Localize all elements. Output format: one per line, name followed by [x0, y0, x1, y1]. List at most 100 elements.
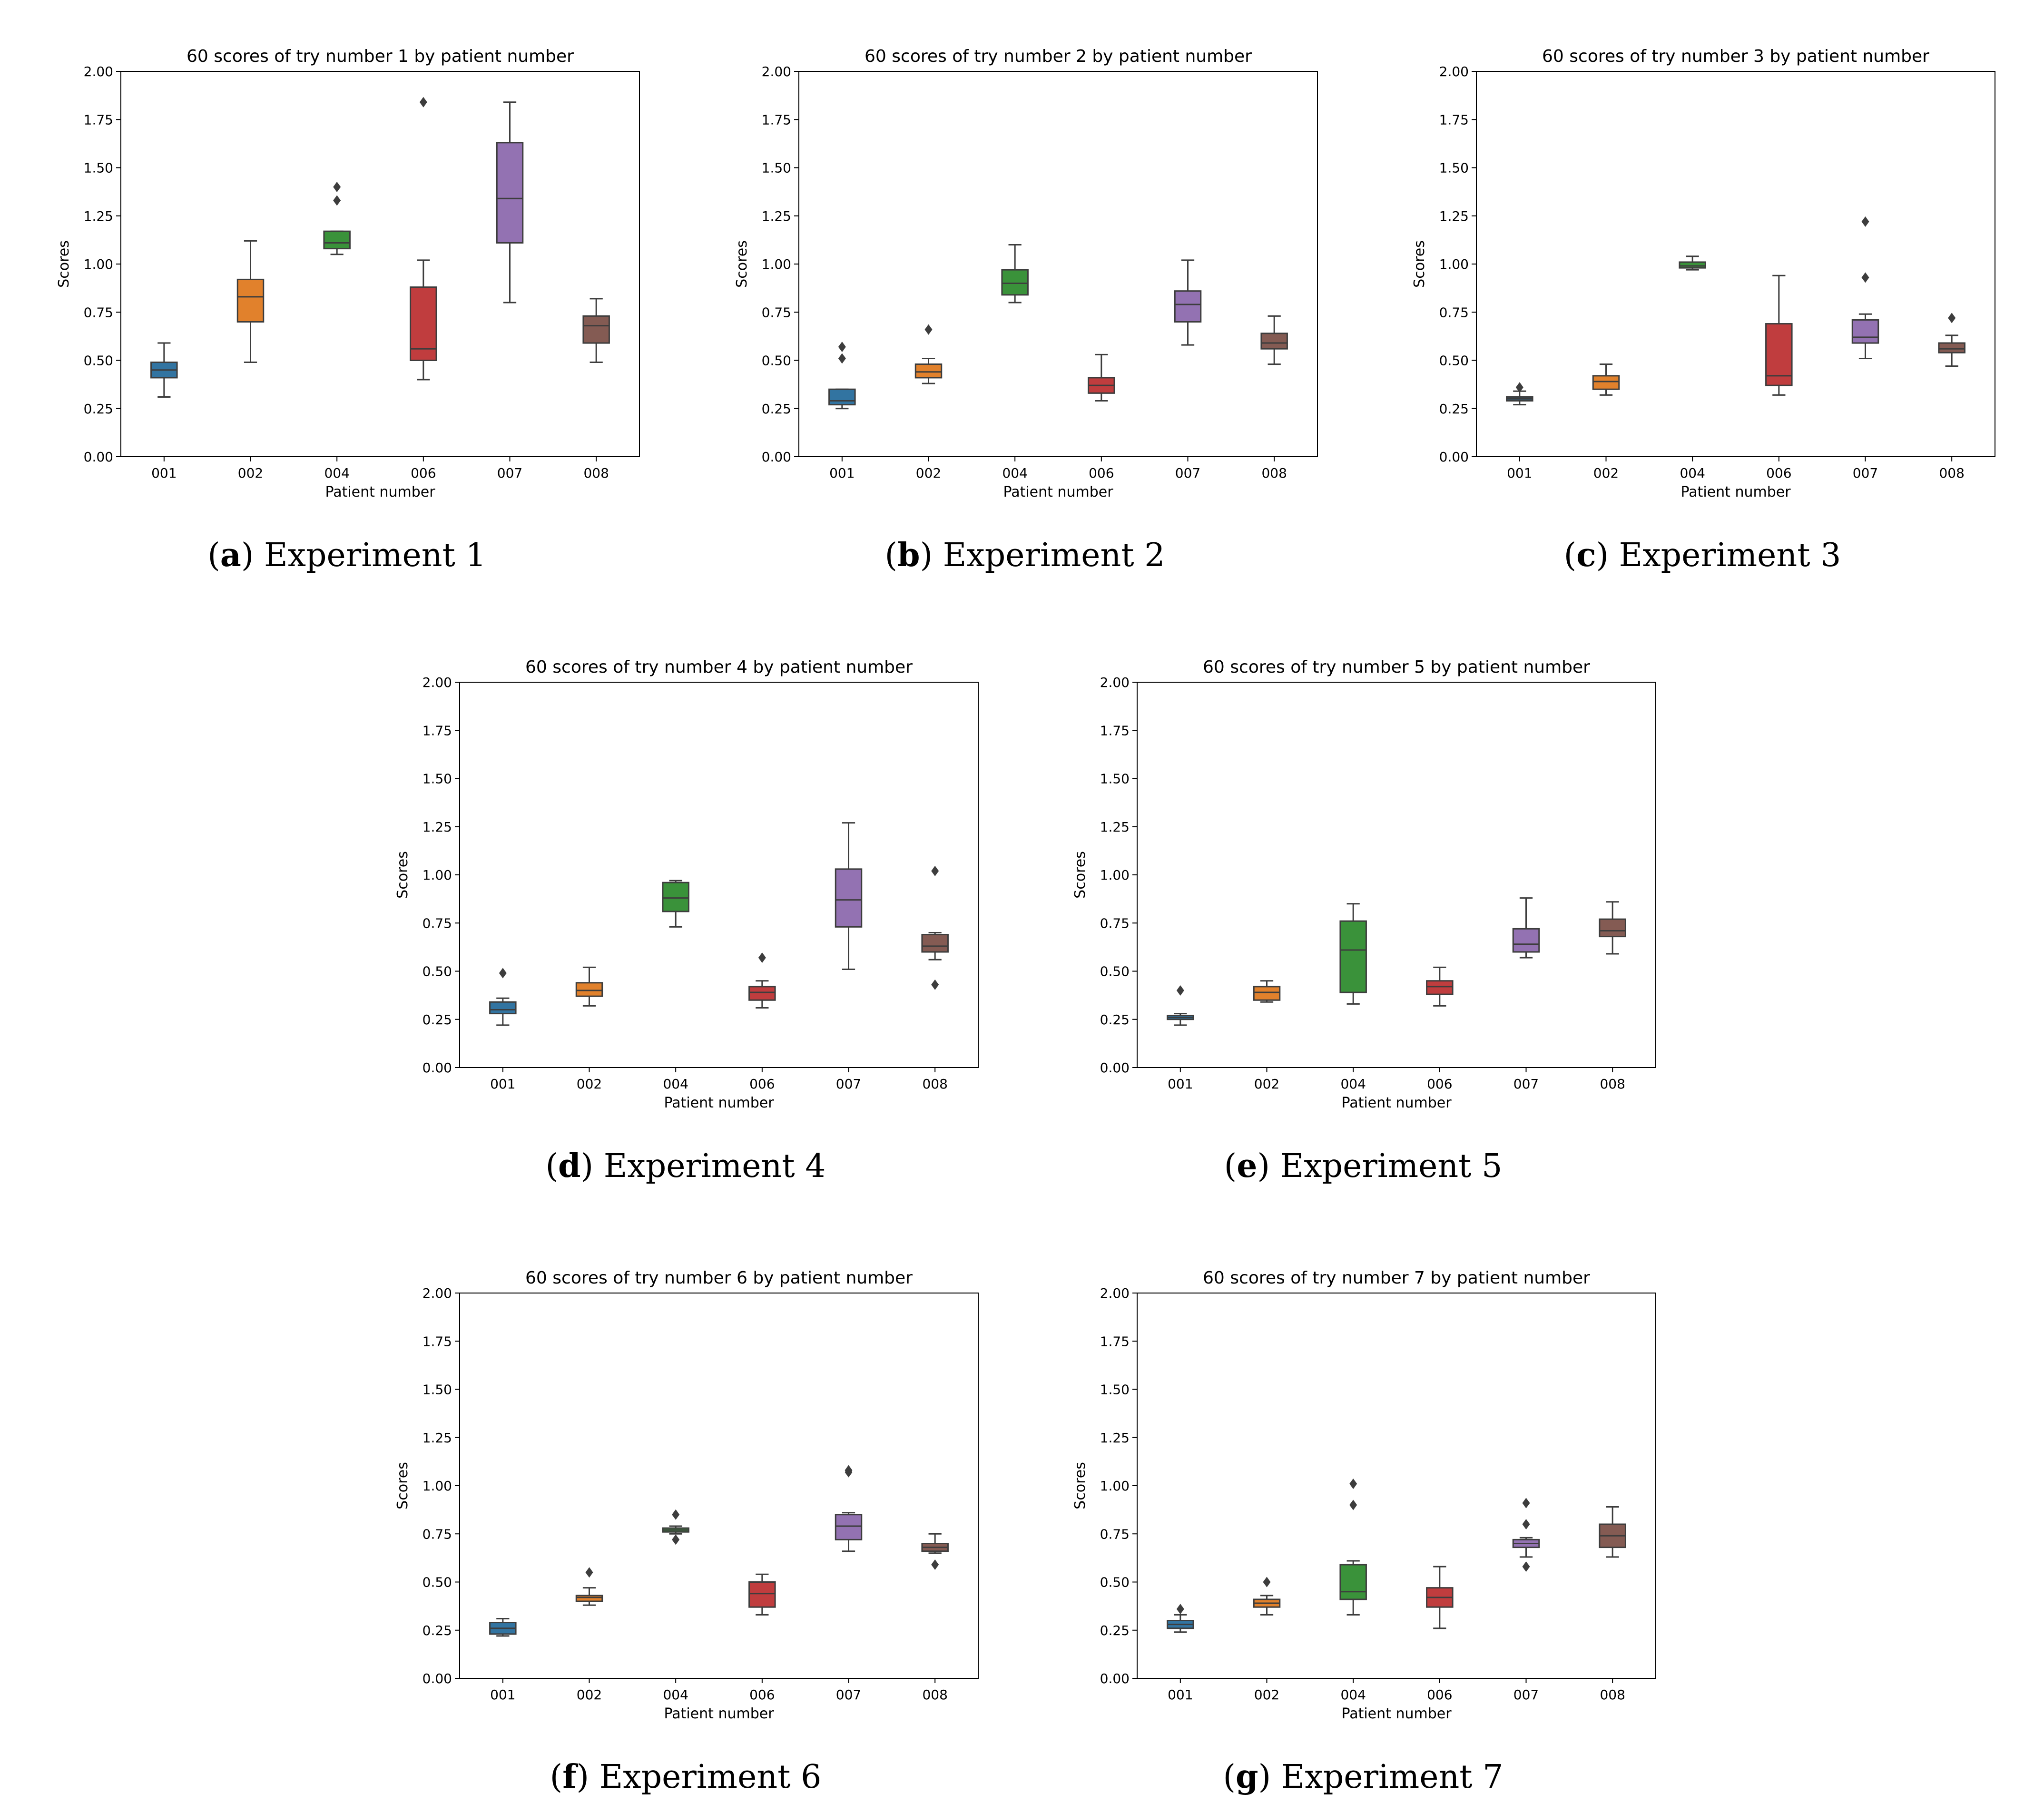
y-tick-label: 0.00	[423, 1671, 452, 1686]
box-007	[496, 101, 524, 304]
x-tick-label: 001	[490, 1687, 515, 1703]
outlier-point	[845, 1465, 853, 1476]
box-002	[1592, 363, 1620, 396]
caption-close-paren: )	[1257, 1147, 1270, 1185]
caption-letter: a	[220, 536, 241, 574]
box-008	[1599, 1506, 1626, 1558]
caption-text: Experiment 4	[593, 1147, 825, 1185]
x-tick-label: 002	[1254, 1687, 1279, 1703]
caption-letter: e	[1237, 1147, 1257, 1185]
y-tick-label: 1.25	[1100, 819, 1130, 835]
outlier-point	[333, 195, 341, 206]
x-tick-label: 008	[922, 1687, 947, 1703]
box-001	[489, 968, 517, 1026]
y-tick-label: 1.50	[84, 160, 113, 176]
x-tick-label: 007	[1513, 1687, 1539, 1703]
x-tick-label: 006	[1427, 1687, 1452, 1703]
panel-1: 60 scores of try number 1 by patient num…	[56, 47, 640, 574]
box-iqr	[496, 142, 524, 244]
box-006	[1088, 353, 1115, 402]
box-iqr	[1426, 980, 1454, 995]
panel-4: 60 scores of try number 4 by patient num…	[394, 657, 979, 1185]
y-tick-label: 1.75	[762, 112, 791, 127]
x-tick-label: 002	[1254, 1076, 1279, 1092]
box-001	[1167, 985, 1194, 1026]
panel-title: 60 scores of try number 3 by patient num…	[1542, 47, 1929, 66]
x-tick-label: 002	[577, 1687, 602, 1703]
box-iqr	[575, 982, 603, 997]
caption-text: Experiment 3	[1609, 537, 1841, 574]
x-tick-label: 007	[1853, 465, 1878, 481]
caption-close-paren: )	[1258, 1758, 1271, 1796]
panel-2: 60 scores of try number 2 by patient num…	[734, 47, 1318, 574]
x-tick-label: 006	[749, 1687, 775, 1703]
box-001	[828, 342, 856, 410]
panel-7: 60 scores of try number 7 by patient num…	[1072, 1268, 1656, 1796]
box-008	[1599, 901, 1626, 955]
y-tick-label: 1.25	[84, 208, 113, 224]
y-tick-label: 2.00	[762, 64, 791, 79]
y-tick-label: 0.50	[423, 964, 452, 980]
box-iqr	[1592, 375, 1620, 390]
outlier-point	[1948, 313, 1956, 323]
y-tick-label: 1.75	[423, 723, 452, 738]
subfigure-caption: (c) Experiment 3	[1564, 536, 1841, 574]
outlier-point	[1861, 216, 1869, 227]
x-tick-label: 006	[749, 1076, 775, 1092]
outlier-point	[838, 353, 846, 364]
outlier-point	[1349, 1478, 1357, 1489]
x-tick-label: 001	[1168, 1687, 1193, 1703]
outlier-point	[1522, 1561, 1530, 1572]
y-axis-label: Scores	[394, 1462, 411, 1509]
box-iqr	[1174, 290, 1202, 323]
x-axis-label: Patient number	[664, 1705, 774, 1722]
panel-title: 60 scores of try number 5 by patient num…	[1203, 657, 1590, 677]
subfigure-caption: (f) Experiment 6	[550, 1758, 822, 1796]
y-tick-label: 0.25	[84, 401, 113, 417]
y-tick-label: 1.25	[1100, 1430, 1130, 1446]
box-002	[236, 240, 265, 363]
y-tick-label: 0.00	[1100, 1671, 1130, 1686]
x-tick-label: 004	[1340, 1687, 1366, 1703]
x-axis-label: Patient number	[1341, 1095, 1452, 1111]
box-iqr	[1260, 333, 1288, 350]
y-axis-label: Scores	[394, 851, 411, 899]
box-002	[1253, 980, 1281, 1003]
y-tick-label: 0.25	[1100, 1623, 1130, 1638]
plot-frame	[1137, 1293, 1656, 1679]
y-tick-label: 1.25	[423, 1430, 452, 1446]
caption-letter: f	[562, 1758, 578, 1796]
box-iqr	[1339, 920, 1367, 993]
x-tick-label: 008	[1600, 1076, 1625, 1092]
y-tick-label: 1.75	[84, 112, 113, 127]
y-tick-label: 0.75	[84, 304, 113, 320]
caption-close-paren: )	[1596, 537, 1609, 574]
y-tick-label: 1.00	[762, 256, 791, 272]
outlier-point	[1176, 1604, 1184, 1615]
y-tick-label: 1.00	[84, 256, 113, 272]
x-tick-label: 004	[1002, 465, 1027, 481]
caption-letter: b	[897, 536, 920, 574]
y-tick-label: 0.50	[423, 1575, 452, 1590]
y-tick-label: 0.00	[762, 449, 791, 465]
y-axis-label: Scores	[1411, 240, 1428, 288]
x-axis-label: Patient number	[1341, 1705, 1452, 1722]
caption-open-paren: (	[1224, 1147, 1237, 1185]
caption-open-paren: (	[207, 537, 220, 574]
box-008	[1260, 315, 1288, 365]
y-tick-label: 1.75	[1100, 1333, 1130, 1349]
x-tick-label: 007	[1175, 465, 1200, 481]
panel-title: 60 scores of try number 1 by patient num…	[187, 47, 574, 66]
box-iqr	[662, 882, 689, 912]
y-tick-label: 0.00	[1100, 1060, 1130, 1076]
y-tick-label: 0.50	[84, 353, 113, 369]
panel-title: 60 scores of try number 4 by patient num…	[525, 657, 913, 677]
x-tick-label: 002	[238, 465, 263, 481]
x-tick-label: 001	[1168, 1076, 1193, 1092]
box-006	[748, 952, 776, 1009]
x-tick-label: 004	[1340, 1076, 1366, 1092]
box-002	[575, 966, 603, 1007]
outlier-point	[924, 324, 933, 335]
box-iqr	[489, 1001, 517, 1015]
y-tick-label: 1.50	[423, 1382, 452, 1398]
